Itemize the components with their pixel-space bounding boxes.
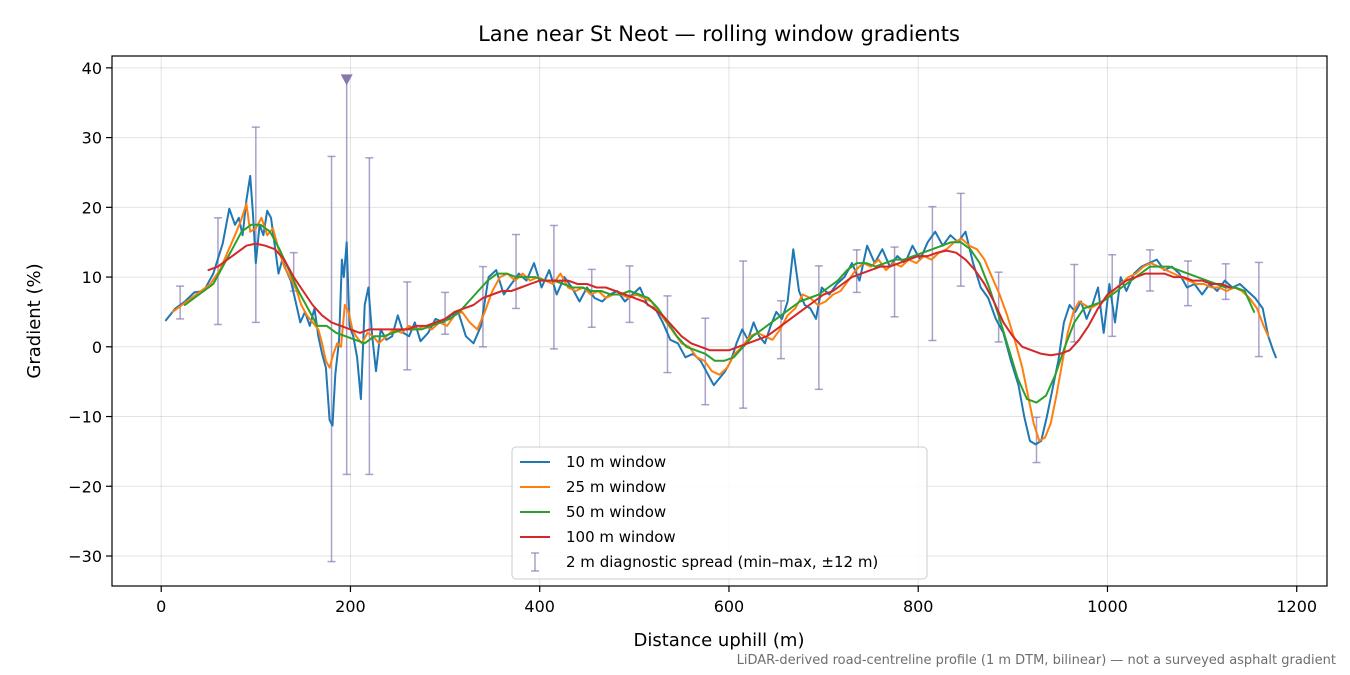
legend-label-diagnostic: 2 m diagnostic spread (min–max, ±12 m)	[566, 553, 878, 571]
diagnostic-errorbar	[625, 265, 634, 324]
diagnostic-errorbar	[1146, 249, 1155, 292]
diagnostic-errorbar	[587, 268, 596, 329]
series-100m-line	[207, 242, 1232, 357]
diagnostic-errorbars	[176, 74, 1263, 563]
x-tick-label: 600	[714, 597, 745, 616]
diagnostic-errorbar	[176, 285, 185, 320]
series-50m-line	[183, 223, 1256, 404]
diagnostic-errorbar	[403, 281, 412, 371]
series-lines	[164, 174, 1277, 446]
x-axis-label: Distance uphill (m)	[634, 630, 805, 651]
y-tick-label: −10	[68, 408, 102, 427]
clipped-marker	[340, 74, 353, 86]
diagnostic-errorbar	[1183, 260, 1192, 307]
series-10m-line	[164, 174, 1277, 446]
chart-title: Lane near St Neot — rolling window gradi…	[478, 22, 960, 46]
legend-label-100m: 100 m window	[566, 528, 676, 546]
legend-label-10m: 10 m window	[566, 453, 666, 471]
diagnostic-errorbar	[814, 265, 823, 391]
diagnostic-errorbar	[365, 157, 374, 476]
x-tick-label: 800	[903, 597, 934, 616]
x-tick-label: 1000	[1087, 597, 1128, 616]
x-tick-label: 200	[335, 597, 366, 616]
diagnostic-errorbar	[1254, 261, 1263, 358]
diagnostic-errorbar	[512, 233, 521, 310]
legend: 10 m window 25 m window 50 m window 100 …	[511, 446, 928, 580]
grid-lines	[112, 56, 1327, 586]
diagnostic-errorbar	[994, 271, 1003, 343]
y-tick-label: 20	[82, 198, 102, 217]
x-tick-label: 400	[524, 597, 555, 616]
legend-box	[511, 446, 928, 580]
diagnostic-errorbar	[928, 205, 937, 342]
y-tick-label: 0	[92, 338, 102, 357]
series-25m-line	[171, 202, 1270, 442]
y-tick-label: −20	[68, 477, 102, 496]
x-axis-ticks: 0 200 400 600 800 1000 1200	[156, 586, 1317, 616]
diagnostic-errorbar	[340, 74, 353, 476]
plot-area-frame	[111, 55, 1328, 587]
y-axis-ticks: −30 −20 −10 0 10 20 30 40	[68, 59, 112, 566]
y-tick-label: −30	[68, 547, 102, 566]
y-axis-label: Gradient (%)	[24, 263, 45, 378]
x-tick-label: 1200	[1276, 597, 1317, 616]
y-tick-label: 30	[82, 129, 102, 148]
diagnostic-errorbar	[1032, 416, 1041, 464]
legend-swatch-diagnostic	[531, 552, 539, 572]
y-tick-label: 10	[82, 268, 102, 287]
x-tick-label: 0	[156, 597, 166, 616]
legend-label-50m: 50 m window	[566, 503, 666, 521]
diagnostic-errorbar	[739, 260, 748, 409]
diagnostic-errorbar	[441, 291, 450, 335]
legend-label-25m: 25 m window	[566, 478, 666, 496]
diagnostic-errorbar	[478, 265, 487, 348]
footnote: LiDAR-derived road-centreline profile (1…	[737, 653, 1336, 668]
diagnostic-errorbar	[852, 249, 861, 294]
y-tick-label: 40	[82, 59, 102, 78]
